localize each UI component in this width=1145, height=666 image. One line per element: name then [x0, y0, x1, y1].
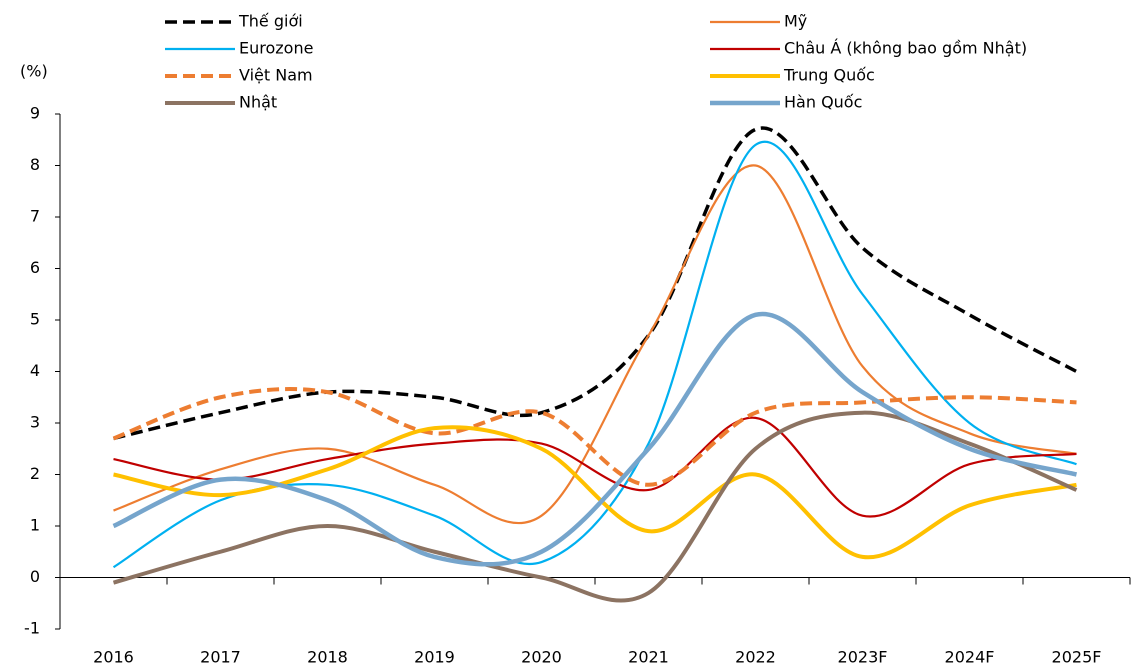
y-tick-label: 9	[30, 104, 40, 123]
legend-label: Việt Nam	[239, 66, 313, 85]
x-tick-label: 2018	[307, 648, 348, 666]
y-tick-label: 5	[30, 310, 40, 329]
series-line	[112, 140, 1077, 569]
x-tick-label: 2017	[200, 648, 241, 666]
x-tick-label: 2019	[414, 648, 455, 666]
legend-label: Hàn Quốc	[784, 93, 862, 112]
y-tick-label: -1	[24, 619, 40, 638]
series-line	[112, 311, 1078, 567]
y-tick-label: 2	[30, 464, 40, 483]
x-tick-label: 2023F	[838, 648, 888, 666]
series-line	[113, 164, 1077, 525]
legend-label: Nhật	[239, 93, 277, 112]
x-tick-label: 2020	[521, 648, 562, 666]
x-tick-label: 2021	[628, 648, 669, 666]
legend-label: Eurozone	[239, 39, 313, 58]
series-line	[112, 387, 1077, 487]
legend-label: Mỹ	[784, 12, 807, 31]
y-tick-label: 0	[30, 567, 40, 586]
x-tick-label: 2024F	[945, 648, 995, 666]
legend-label: Trung Quốc	[783, 66, 875, 85]
legend-label: Châu Á (không bao gồm Nhật)	[784, 39, 1027, 58]
y-tick-label: 4	[30, 361, 40, 380]
y-tick-label: 3	[30, 413, 40, 432]
y-axis-label: (%)	[20, 62, 48, 81]
y-tick-label: 1	[30, 516, 40, 535]
series-line	[113, 126, 1078, 441]
y-tick-label: 8	[30, 155, 40, 174]
x-tick-label: 2025F	[1052, 648, 1102, 666]
series-line	[113, 425, 1077, 560]
y-tick-label: 6	[30, 258, 40, 277]
x-tick-label: 2022	[735, 648, 776, 666]
y-tick-label: 7	[30, 207, 40, 226]
x-tick-label: 2016	[93, 648, 134, 666]
legend-label: Thế giới	[238, 12, 303, 31]
